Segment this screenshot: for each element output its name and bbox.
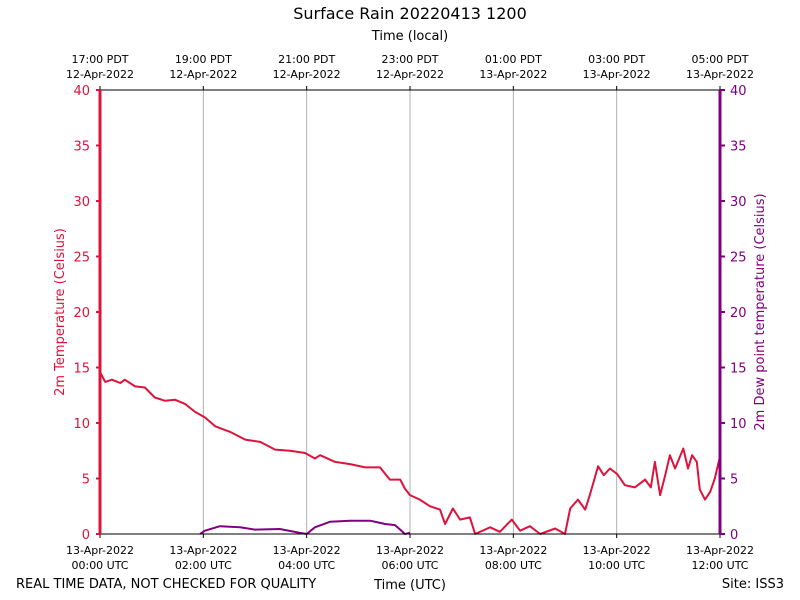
right-y-tick-label: 10 bbox=[730, 417, 747, 432]
x-tick-date: 13-Apr-2022 bbox=[66, 544, 134, 557]
right-y-tick-label: 15 bbox=[730, 362, 747, 377]
right-y-tick-label: 40 bbox=[730, 84, 747, 99]
chart-title: Surface Rain 20220413 1200 bbox=[293, 4, 527, 23]
top-tick-time: 19:00 PDT bbox=[175, 53, 232, 66]
top-tick-date: 12-Apr-2022 bbox=[273, 68, 341, 81]
x-tick-time: 06:00 UTC bbox=[381, 559, 438, 572]
x-tick-time: 00:00 UTC bbox=[71, 559, 128, 572]
dewpoint-line bbox=[199, 519, 411, 535]
right-y-tick-label: 20 bbox=[730, 306, 747, 321]
left-y-tick-label: 0 bbox=[82, 528, 90, 543]
top-tick-date: 12-Apr-2022 bbox=[376, 68, 444, 81]
x-axis-label: Time (UTC) bbox=[373, 578, 446, 593]
top-tick-date: 13-Apr-2022 bbox=[479, 68, 547, 81]
top-tick-time: 05:00 PDT bbox=[691, 53, 748, 66]
top-tick-time: 01:00 PDT bbox=[485, 53, 542, 66]
quality-disclaimer: REAL TIME DATA, NOT CHECKED FOR QUALITY bbox=[16, 577, 316, 592]
right-y-tick-label: 5 bbox=[730, 473, 738, 488]
top-tick-time: 17:00 PDT bbox=[71, 53, 128, 66]
right-y-tick-label: 30 bbox=[730, 195, 747, 210]
left-y-tick-label: 30 bbox=[73, 195, 90, 210]
x-tick-time: 10:00 UTC bbox=[588, 559, 645, 572]
right-y-tick-label: 35 bbox=[730, 140, 747, 155]
temperature-line bbox=[99, 371, 721, 535]
right-y-tick-label: 0 bbox=[730, 528, 738, 543]
top-tick-date: 13-Apr-2022 bbox=[686, 68, 754, 81]
x-tick-date: 13-Apr-2022 bbox=[583, 544, 651, 557]
x-tick-date: 13-Apr-2022 bbox=[376, 544, 444, 557]
left-y-tick-label: 25 bbox=[73, 251, 90, 266]
x-tick-time: 02:00 UTC bbox=[175, 559, 232, 572]
x-tick-time: 12:00 UTC bbox=[691, 559, 748, 572]
top-tick-time: 23:00 PDT bbox=[381, 53, 438, 66]
right-axis-label: 2m Dew point temperature (Celsius) bbox=[753, 193, 768, 430]
left-axis-label: 2m Temperature (Celsius) bbox=[53, 228, 68, 396]
top-tick-date: 13-Apr-2022 bbox=[583, 68, 651, 81]
left-y-tick-label: 20 bbox=[73, 306, 90, 321]
right-y-tick-label: 25 bbox=[730, 251, 747, 266]
top-tick-time: 03:00 PDT bbox=[588, 53, 645, 66]
top-tick-date: 12-Apr-2022 bbox=[66, 68, 134, 81]
left-y-tick-label: 40 bbox=[73, 84, 90, 99]
left-y-tick-label: 35 bbox=[73, 140, 90, 155]
site-label: Site: ISS3 bbox=[722, 577, 784, 592]
top-axis-label: Time (local) bbox=[371, 29, 448, 44]
left-y-tick-label: 15 bbox=[73, 362, 90, 377]
x-tick-date: 13-Apr-2022 bbox=[686, 544, 754, 557]
x-tick-time: 08:00 UTC bbox=[485, 559, 542, 572]
top-tick-date: 12-Apr-2022 bbox=[169, 68, 237, 81]
top-tick-time: 21:00 PDT bbox=[278, 53, 335, 66]
x-tick-date: 13-Apr-2022 bbox=[169, 544, 237, 557]
x-tick-date: 13-Apr-2022 bbox=[479, 544, 547, 557]
x-tick-time: 04:00 UTC bbox=[278, 559, 335, 572]
x-tick-date: 13-Apr-2022 bbox=[273, 544, 341, 557]
left-y-tick-label: 10 bbox=[73, 417, 90, 432]
left-y-tick-label: 5 bbox=[82, 473, 90, 488]
